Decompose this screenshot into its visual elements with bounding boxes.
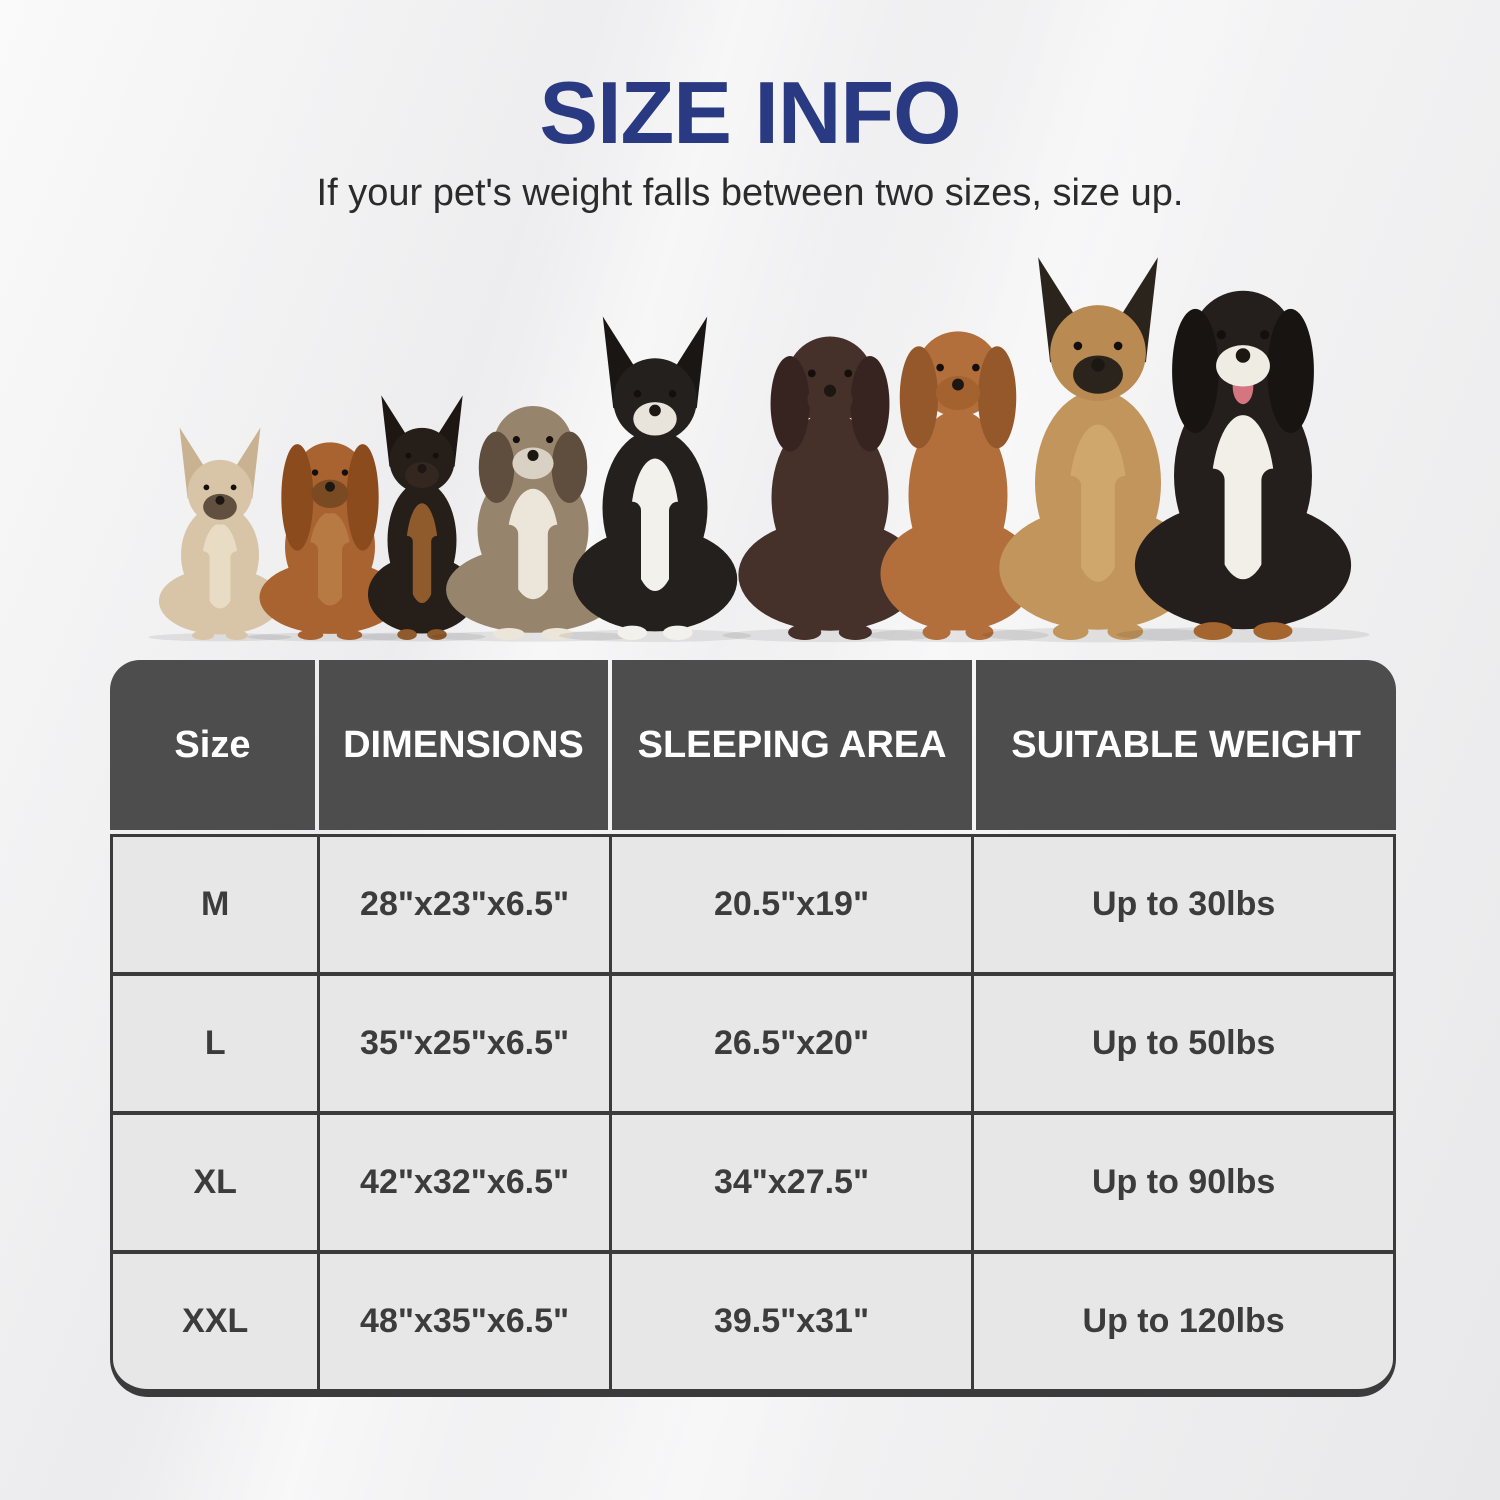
dog-vizsla-icon	[867, 331, 1049, 643]
dog-bulldog-icon	[431, 405, 635, 642]
header-sleeping-area: SLEEPING AREA	[611, 660, 973, 830]
dog-cavalier-spaniel-icon	[247, 442, 413, 642]
suitable-weight-value: Up to 90lbs	[974, 1115, 1393, 1250]
size-value: M	[113, 837, 318, 972]
page-title: SIZE INFO	[539, 63, 961, 162]
dimensions-value: 42"x32"x6.5"	[320, 1115, 609, 1250]
dog-border-collie-icon	[558, 316, 752, 643]
suitable-weight-value: Up to 30lbs	[974, 837, 1393, 972]
table-row-xxl: XXL 48"x35"x6.5" 39.5"x31" Up to 120lbs	[113, 1254, 1393, 1389]
dog-bernese-mountain-dog-icon	[1116, 290, 1370, 643]
dog-chocolate-labrador-icon	[722, 336, 938, 643]
size-info-table: Size DIMENSIONS SLEEPING AREA SUITABLE W…	[110, 660, 1396, 1397]
page-subtitle: If your pet's weight falls between two s…	[316, 172, 1184, 214]
table-row-m: M 28"x23"x6.5" 20.5"x19" Up to 30lbs	[113, 837, 1393, 972]
dog-french-bulldog-icon	[148, 427, 292, 642]
table-row-xl: XL 42"x32"x6.5" 34"x27.5" Up to 90lbs	[113, 1115, 1393, 1250]
header-suitable-weight: SUITABLE WEIGHT	[976, 660, 1396, 830]
header-dimensions: DIMENSIONS	[318, 660, 608, 830]
sleeping-area-value: 20.5"x19"	[611, 837, 972, 972]
dog-size-lineup-illustration	[148, 257, 1370, 643]
size-value: L	[113, 976, 318, 1111]
sleeping-area-value: 34"x27.5"	[611, 1115, 972, 1250]
size-value: XXL	[113, 1254, 318, 1389]
header-size: Size	[110, 660, 315, 830]
table-header-row: Size DIMENSIONS SLEEPING AREA SUITABLE W…	[110, 660, 1396, 830]
table-row-l: L 35"x25"x6.5" 26.5"x20" Up to 50lbs	[113, 976, 1393, 1111]
sleeping-area-value: 39.5"x31"	[611, 1254, 972, 1389]
dog-miniature-pinscher-icon	[358, 395, 486, 642]
suitable-weight-value: Up to 120lbs	[974, 1254, 1393, 1389]
dimensions-value: 48"x35"x6.5"	[320, 1254, 609, 1389]
suitable-weight-value: Up to 50lbs	[974, 976, 1393, 1111]
size-value: XL	[113, 1115, 318, 1250]
dimensions-value: 35"x25"x6.5"	[320, 976, 609, 1111]
dimensions-value: 28"x23"x6.5"	[320, 837, 609, 972]
table-body: M 28"x23"x6.5" 20.5"x19" Up to 30lbs L 3…	[110, 834, 1396, 1397]
sleeping-area-value: 26.5"x20"	[611, 976, 972, 1111]
dog-german-shepherd-icon	[982, 257, 1214, 643]
